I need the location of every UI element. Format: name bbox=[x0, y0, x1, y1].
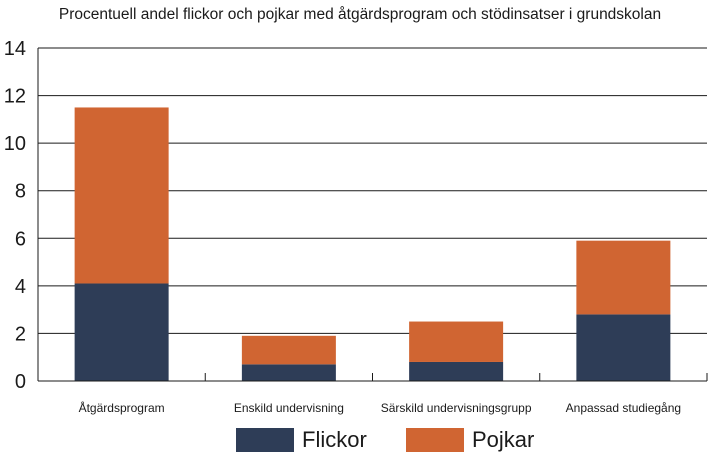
y-tick-label: 6 bbox=[15, 228, 26, 250]
x-tick-label: Åtgärdsprogram bbox=[79, 400, 165, 415]
chart-title: Procentuell andel flickor och pojkar med… bbox=[58, 6, 662, 23]
legend-label-pojkar: Pojkar bbox=[472, 427, 535, 452]
x-tick-label: Enskild undervisning bbox=[234, 401, 344, 415]
bar-pojkar-1 bbox=[241, 335, 336, 365]
legend-swatch-flickor bbox=[236, 428, 294, 452]
y-tick-label: 0 bbox=[15, 371, 26, 393]
legend-item-pojkar: Pojkar bbox=[406, 426, 534, 454]
x-tick-label: Anpassad studiegång bbox=[566, 401, 681, 415]
bar-flickor-3 bbox=[576, 314, 671, 381]
legend-item-flickor: Flickor bbox=[236, 426, 367, 454]
bar-flickor-2 bbox=[409, 361, 504, 381]
bar-pojkar-2 bbox=[409, 321, 504, 362]
y-tick-label: 4 bbox=[15, 276, 26, 298]
legend-swatch-pojkar bbox=[406, 428, 464, 452]
x-tick-label: Särskild undervisningsgrupp bbox=[381, 401, 532, 415]
y-tick-label: 10 bbox=[4, 133, 26, 155]
y-tick-label: 2 bbox=[15, 323, 26, 345]
bar-pojkar-3 bbox=[576, 240, 671, 315]
legend: Flickor Pojkar bbox=[0, 426, 720, 456]
legend-label-flickor: Flickor bbox=[302, 427, 367, 452]
y-tick-label: 14 bbox=[4, 38, 26, 60]
bar-flickor-0 bbox=[74, 283, 169, 381]
bar-pojkar-0 bbox=[74, 107, 169, 284]
y-tick-label: 8 bbox=[15, 181, 26, 203]
y-tick-label: 12 bbox=[4, 86, 26, 108]
bar-flickor-1 bbox=[241, 364, 336, 381]
